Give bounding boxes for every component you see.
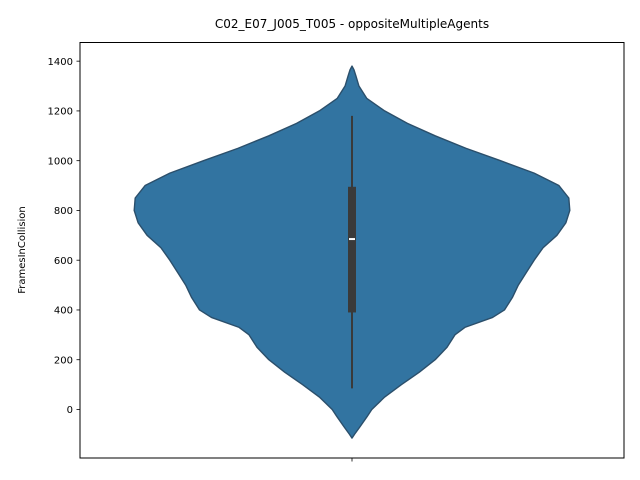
y-axis: 0 200 400 600 800 1000 1200 1400 (48, 57, 80, 416)
y-tick-label: 600 (54, 256, 73, 267)
y-tick-label: 400 (54, 306, 73, 317)
plot-area (133, 65, 571, 439)
interquartile-box (348, 186, 356, 313)
y-tick-label: 1000 (48, 156, 73, 167)
y-tick-label: 0 (67, 405, 73, 416)
y-tick-label: 1400 (48, 57, 73, 68)
y-tick-label: 200 (54, 355, 73, 366)
y-tick-label: 800 (54, 206, 73, 217)
chart-title: C02_E07_J005_T005 - oppositeMultipleAgen… (215, 17, 489, 31)
y-axis-label: FramesInCollision (17, 206, 28, 294)
y-tick-label: 1200 (48, 107, 73, 118)
